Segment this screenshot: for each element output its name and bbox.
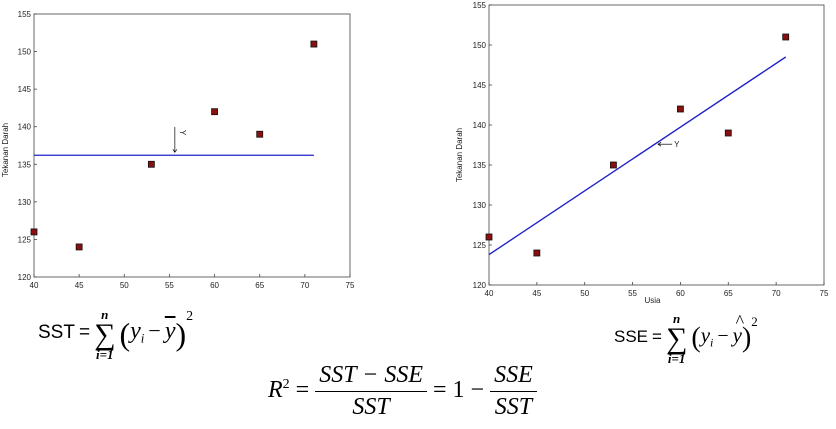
x-tick-label: 70	[772, 289, 781, 298]
sst-ybar: y	[164, 318, 176, 345]
sse-yhat: ^ y	[732, 311, 744, 348]
sse-sum-symbol: ∑	[665, 322, 688, 355]
r2-square: 2	[282, 377, 290, 393]
sst-equals: =	[78, 322, 91, 344]
data-point	[485, 233, 493, 241]
sse-square: 2	[751, 314, 758, 330]
sst-formula: SST = n ∑ i=1 (yi − y)2	[38, 307, 194, 362]
y-tick-label: 125	[18, 235, 32, 244]
y-tick-label: 145	[18, 85, 32, 94]
y-tick-label: 150	[473, 41, 487, 50]
annotation-arrowhead	[172, 149, 178, 153]
r2-numerator-1: SST − SSE	[315, 362, 427, 392]
chart-left: 40 45 50 55 60 65 70 75 120 125 130 135 140 145 150 155…	[1, 10, 355, 290]
x-tick-label: 45	[532, 289, 541, 298]
x-tick-label: 65	[255, 281, 264, 290]
sse-sum-top: n	[673, 311, 681, 326]
x-tick-label: 60	[676, 289, 685, 298]
x-tick-label: 60	[210, 281, 219, 290]
x-tick-label: 50	[580, 289, 589, 298]
x-tick-label: 50	[120, 281, 129, 290]
x-axis-label: Usia	[644, 296, 661, 305]
x-tick-label: 75	[820, 289, 829, 298]
r2-numerator-2: SSE	[490, 362, 537, 392]
sse-y-sub: i	[710, 335, 714, 350]
y-tick-label: 150	[18, 48, 32, 57]
r2-fraction-2: SSE SST	[490, 362, 537, 421]
sse-y: y	[700, 323, 711, 348]
x-tick-label: 75	[346, 281, 355, 290]
data-point	[677, 105, 684, 113]
sse-yhat-letter: y	[732, 323, 742, 348]
r2-base: R	[268, 377, 283, 404]
annotation-label: Y	[178, 130, 187, 136]
y-tick-label: 155	[473, 1, 487, 10]
sse-hat: ^	[735, 311, 745, 332]
y-axis-label: Tekanan Darah	[1, 123, 10, 177]
sse-sum-bottom: i=1	[667, 351, 686, 366]
annotation-label: Y	[674, 140, 680, 149]
r2-denominator-2: SST	[494, 394, 533, 420]
x-tick-label: 40	[30, 281, 39, 290]
data-point	[533, 249, 541, 257]
data-point	[211, 108, 218, 116]
data-point	[256, 130, 264, 138]
sse-label: SSE	[614, 327, 649, 347]
x-tick-label: 40	[485, 289, 494, 298]
r2-fraction-1: SST − SSE SST	[315, 362, 427, 421]
chart-right: 40 45 50 55 60 65 70 75 120 125 130 135 140 145 150 155…	[455, 1, 829, 305]
r2-denominator-1: SST	[352, 394, 390, 420]
data-point	[30, 228, 38, 236]
sse-equals: =	[652, 327, 662, 347]
plot-frame	[488, 4, 825, 286]
r2-equals: =	[295, 377, 310, 404]
data-point	[724, 129, 732, 137]
data-point	[147, 160, 155, 168]
plot-frame	[33, 13, 351, 278]
y-tick-label: 120	[18, 273, 32, 282]
sse-formula: SSE = n ∑ i=1 (yi − ^ y)2	[614, 311, 758, 366]
data-point	[610, 161, 617, 169]
sst-sum-bottom: i=1	[95, 347, 114, 362]
sst-square: 2	[186, 309, 194, 325]
sst-sum-symbol: ∑	[94, 318, 116, 351]
x-tick-label: 45	[75, 281, 84, 290]
y-tick-label: 130	[473, 201, 487, 210]
sst-label: SST	[38, 322, 75, 344]
x-tick-label: 55	[628, 289, 637, 298]
y-tick-label: 140	[473, 121, 487, 130]
sst-sum-top: n	[101, 307, 109, 322]
regression-line	[488, 56, 787, 256]
y-axis-label: Tekanan Darah	[455, 128, 464, 182]
data-point	[782, 33, 790, 41]
r2-formula: R2 = SST − SSE SST = 1 − SSE SST	[268, 362, 537, 421]
x-tick-label: 65	[724, 289, 733, 298]
y-tick-label: 125	[473, 241, 487, 250]
annotation-arrowhead	[657, 141, 662, 147]
r2-one-minus: = 1 −	[433, 377, 485, 404]
data-point	[75, 243, 83, 251]
y-tick-label: 135	[18, 160, 32, 169]
y-tick-label: 155	[18, 10, 32, 19]
y-tick-label: 145	[473, 81, 487, 90]
sse-summation: n ∑ i=1	[666, 312, 687, 365]
y-tick-label: 140	[18, 123, 32, 132]
sst-summation: n ∑ i=1	[94, 308, 115, 361]
sst-minus: −	[148, 318, 161, 344]
sse-minus: −	[717, 325, 729, 348]
y-tick-label: 120	[473, 281, 487, 290]
x-tick-label: 55	[165, 281, 174, 290]
x-tick-label: 70	[300, 281, 309, 290]
sst-y: y	[130, 318, 141, 345]
y-tick-label: 130	[18, 198, 32, 207]
data-point	[310, 40, 318, 48]
y-tick-label: 135	[473, 161, 487, 170]
sst-y-sub: i	[140, 330, 145, 346]
